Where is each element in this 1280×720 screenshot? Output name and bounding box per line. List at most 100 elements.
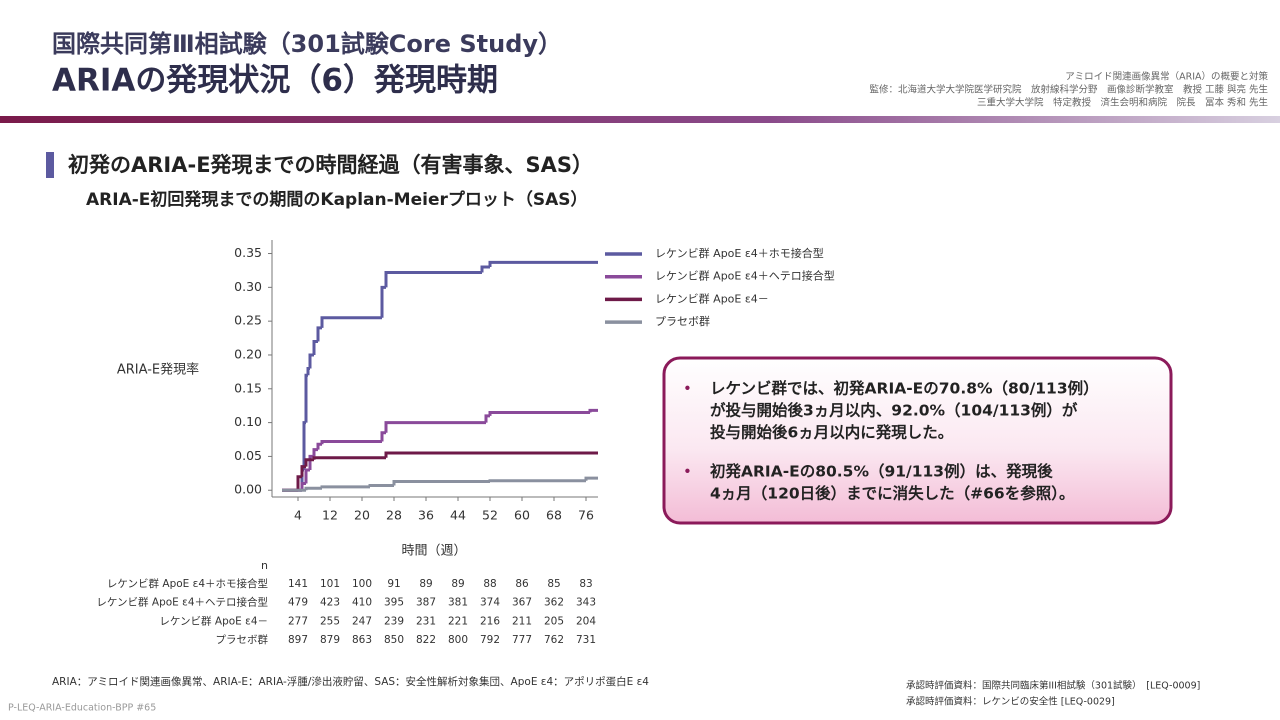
risk-count: 897 [288, 634, 308, 646]
km-step [588, 408, 598, 413]
risk-table-header: n [261, 559, 268, 572]
y-tick-label: 0.15 [234, 380, 262, 395]
x-tick-label: 68 [546, 508, 562, 523]
legend-label: プラセボ群 [655, 314, 710, 328]
km-step [316, 442, 322, 450]
km-step [304, 373, 308, 423]
callout-text: 4ヵ月（120日後）までに消失した（#66を参照）。 [710, 484, 1074, 503]
km-step [316, 326, 322, 342]
risk-count: 91 [387, 578, 400, 590]
y-axis-label: ARIA-E発現率 [117, 362, 199, 378]
km-step [384, 421, 486, 433]
risk-count: 221 [448, 615, 468, 627]
y-tick-label: 0.20 [234, 346, 262, 361]
km-step [584, 476, 598, 481]
risk-count: 141 [288, 578, 308, 590]
risk-count: 879 [320, 634, 340, 646]
km-step [306, 367, 310, 376]
risk-count: 800 [448, 634, 468, 646]
section-marker [46, 152, 54, 178]
x-tick-label: 28 [386, 508, 402, 523]
x-tick-label: 60 [514, 508, 530, 523]
callout-text: レケンビ群では、初発ARIA-Eの70.8%（80/113例） [710, 379, 1099, 398]
km-step [488, 260, 598, 268]
risk-count: 822 [416, 634, 436, 646]
km-step [300, 465, 306, 477]
risk-count: 277 [288, 615, 308, 627]
risk-count: 204 [576, 615, 596, 627]
y-tick-label: 0.10 [234, 414, 262, 429]
reference: 承認時評価資料：国際共同臨床第III相試験（301試験） [LEQ-0009] [906, 680, 1200, 692]
bullet: • [683, 463, 692, 481]
x-tick-label: 12 [322, 508, 338, 523]
risk-count: 101 [320, 578, 340, 590]
km-step [312, 339, 318, 355]
risk-count: 381 [448, 597, 468, 609]
legend-label: レケンビ群 ApoE ε4－ [655, 291, 769, 305]
slide-code: P-LEQ-ARIA-Education-BPP #65 [8, 703, 156, 714]
risk-count: 410 [352, 597, 372, 609]
km-step [296, 475, 302, 491]
risk-count: 89 [419, 578, 432, 590]
km-step [488, 479, 586, 483]
risk-count: 343 [576, 597, 596, 609]
risk-count: 731 [576, 634, 596, 646]
risk-count: 205 [544, 615, 564, 627]
km-step [304, 458, 314, 467]
credit: 三重大学大学院 特定教授 済生会明和病院 院長 冨本 秀和 先生 [977, 97, 1269, 109]
risk-row-label: レケンビ群 ApoE ε4＋ヘテロ接合型 [96, 596, 268, 609]
reference: 承認時評価資料：レケンビの安全性 [LEQ-0029] [906, 696, 1115, 708]
km-step [488, 410, 590, 416]
km-step [384, 270, 482, 288]
risk-count: 231 [416, 615, 436, 627]
km-step [320, 485, 370, 489]
km-step [304, 486, 322, 491]
km-step [300, 481, 306, 491]
km-step [392, 479, 490, 486]
section-subheading: ARIA-E初回発現までの期間のKaplan-Meierプロット（SAS） [86, 189, 588, 210]
footnote: ARIA：アミロイド関連画像異常、ARIA-E：ARIA-浮腫/滲出液貯留、SA… [52, 675, 649, 688]
section-heading: 初発のARIA-E発現までの時間経過（有害事象、SAS） [68, 153, 593, 177]
km-step [480, 265, 490, 273]
credit: アミロイド関連画像異常（ARIA）の概要と対策 [1065, 71, 1268, 83]
risk-row-label: レケンビ群 ApoE ε4－ [159, 614, 268, 627]
risk-count: 83 [579, 578, 592, 590]
km-step [312, 456, 386, 460]
callout-text: が投与開始後3ヵ月以内、92.0%（104/113例）が [710, 401, 1078, 420]
bullet: • [683, 380, 692, 398]
callout-text: 投与開始後6ヵ月以内に発現した。 [710, 423, 953, 442]
km-step [380, 285, 386, 318]
risk-count: 792 [480, 634, 500, 646]
risk-count: 362 [544, 597, 564, 609]
callout-text: 初発ARIA-Eの80.5%（91/113例）は、発現後 [710, 462, 1053, 481]
x-tick-label: 76 [578, 508, 594, 523]
risk-row-label: プラセボ群 [216, 633, 269, 646]
x-tick-label: 36 [418, 508, 434, 523]
risk-count: 89 [451, 578, 464, 590]
risk-count: 255 [320, 615, 340, 627]
km-step [368, 484, 394, 488]
legend-label: レケンビ群 ApoE ε4＋ホモ接合型 [655, 246, 824, 260]
credit: 監修：北海道大学大学院医学研究院 放射線科学分野 画像診断学教室 教授 工藤 與… [869, 84, 1268, 96]
x-tick-label: 20 [354, 508, 370, 523]
km-step [304, 468, 310, 484]
x-tick-label: 44 [450, 508, 466, 523]
risk-count: 762 [544, 634, 564, 646]
risk-count: 395 [384, 597, 404, 609]
risk-count: 100 [352, 578, 372, 590]
y-tick-label: 0.05 [234, 448, 262, 463]
risk-count: 777 [512, 634, 532, 646]
risk-count: 88 [483, 578, 496, 590]
risk-count: 850 [384, 634, 404, 646]
km-step [312, 448, 318, 457]
risk-count: 479 [288, 597, 308, 609]
title-line1: 国際共同第Ⅲ相試験（301試験Core Study） [52, 30, 562, 58]
risk-count: 367 [512, 597, 532, 609]
risk-row-label: レケンビ群 ApoE ε4＋ホモ接合型 [107, 577, 268, 590]
risk-count: 247 [352, 615, 372, 627]
km-step [308, 353, 314, 369]
km-step [320, 440, 382, 445]
x-axis-label: 時間（週） [401, 544, 466, 559]
y-tick-label: 0.00 [234, 482, 262, 497]
